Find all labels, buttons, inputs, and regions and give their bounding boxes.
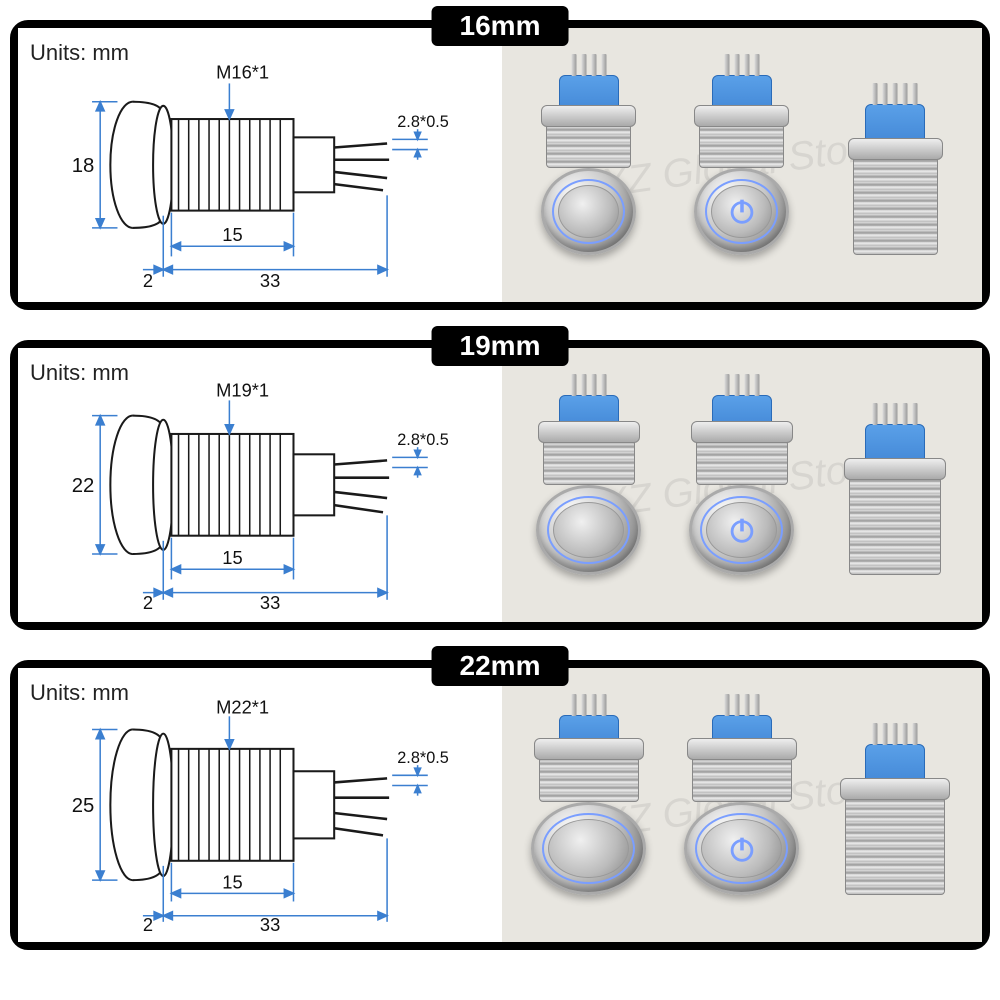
dim-flange-22: 2	[143, 914, 153, 932]
technical-diagram-22: 25 M22*1 2.8*0.5	[38, 698, 492, 932]
technical-diagram-16: 18 M16*1 2.8*0.5	[38, 58, 492, 292]
power-icon	[725, 513, 759, 547]
dim-body-19: 15	[222, 547, 242, 568]
panel-19mm: 19mm Units: mm	[10, 340, 990, 630]
badge-22mm: 22mm	[432, 646, 569, 686]
diagram-area-16: Units: mm	[18, 28, 502, 302]
dim-height-19: 22	[72, 475, 95, 497]
panel-16mm: 16mm Units: mm	[10, 20, 990, 310]
pin-dim-19: 2.8*0.5	[397, 431, 449, 449]
technical-diagram-19: 22 M19*1 2.8*0.5	[38, 378, 492, 612]
dim-flange-16: 2	[143, 270, 153, 291]
product-16-power	[682, 75, 802, 255]
photo-area-16: XZ Global Store	[502, 28, 982, 302]
product-22-power	[682, 715, 802, 895]
badge-19mm: 19mm	[432, 326, 569, 366]
thread-label-22: M22*1	[216, 698, 269, 717]
pin-dim-22: 2.8*0.5	[397, 749, 449, 767]
power-icon	[725, 194, 759, 228]
thread-label-16: M16*1	[216, 61, 269, 82]
dim-body-22: 15	[222, 871, 242, 892]
badge-16mm: 16mm	[432, 6, 569, 46]
photo-area-19: XZ Global Store	[502, 348, 982, 622]
dim-total-19: 33	[260, 592, 280, 612]
dim-height-16: 18	[72, 155, 95, 177]
dim-body-16: 15	[222, 224, 242, 245]
product-19-ring	[529, 395, 649, 575]
photo-area-22: XZ Global Store	[502, 668, 982, 942]
product-19-power	[682, 395, 802, 575]
product-22-ring	[529, 715, 649, 895]
thread-label-19: M19*1	[216, 379, 269, 400]
dim-flange-19: 2	[143, 592, 153, 612]
product-22-side	[835, 715, 955, 895]
dim-total-22: 33	[260, 914, 280, 932]
product-16-side	[835, 75, 955, 255]
power-icon	[725, 832, 759, 866]
product-16-ring	[529, 75, 649, 255]
diagram-area-22: Units: mm	[18, 668, 502, 942]
diagram-area-19: Units: mm	[18, 348, 502, 622]
product-19-side	[835, 395, 955, 575]
panel-22mm: 22mm Units: mm	[10, 660, 990, 950]
dim-height-22: 25	[72, 795, 95, 817]
dim-total-16: 33	[260, 270, 280, 291]
pin-dim-16: 2.8*0.5	[397, 113, 449, 131]
